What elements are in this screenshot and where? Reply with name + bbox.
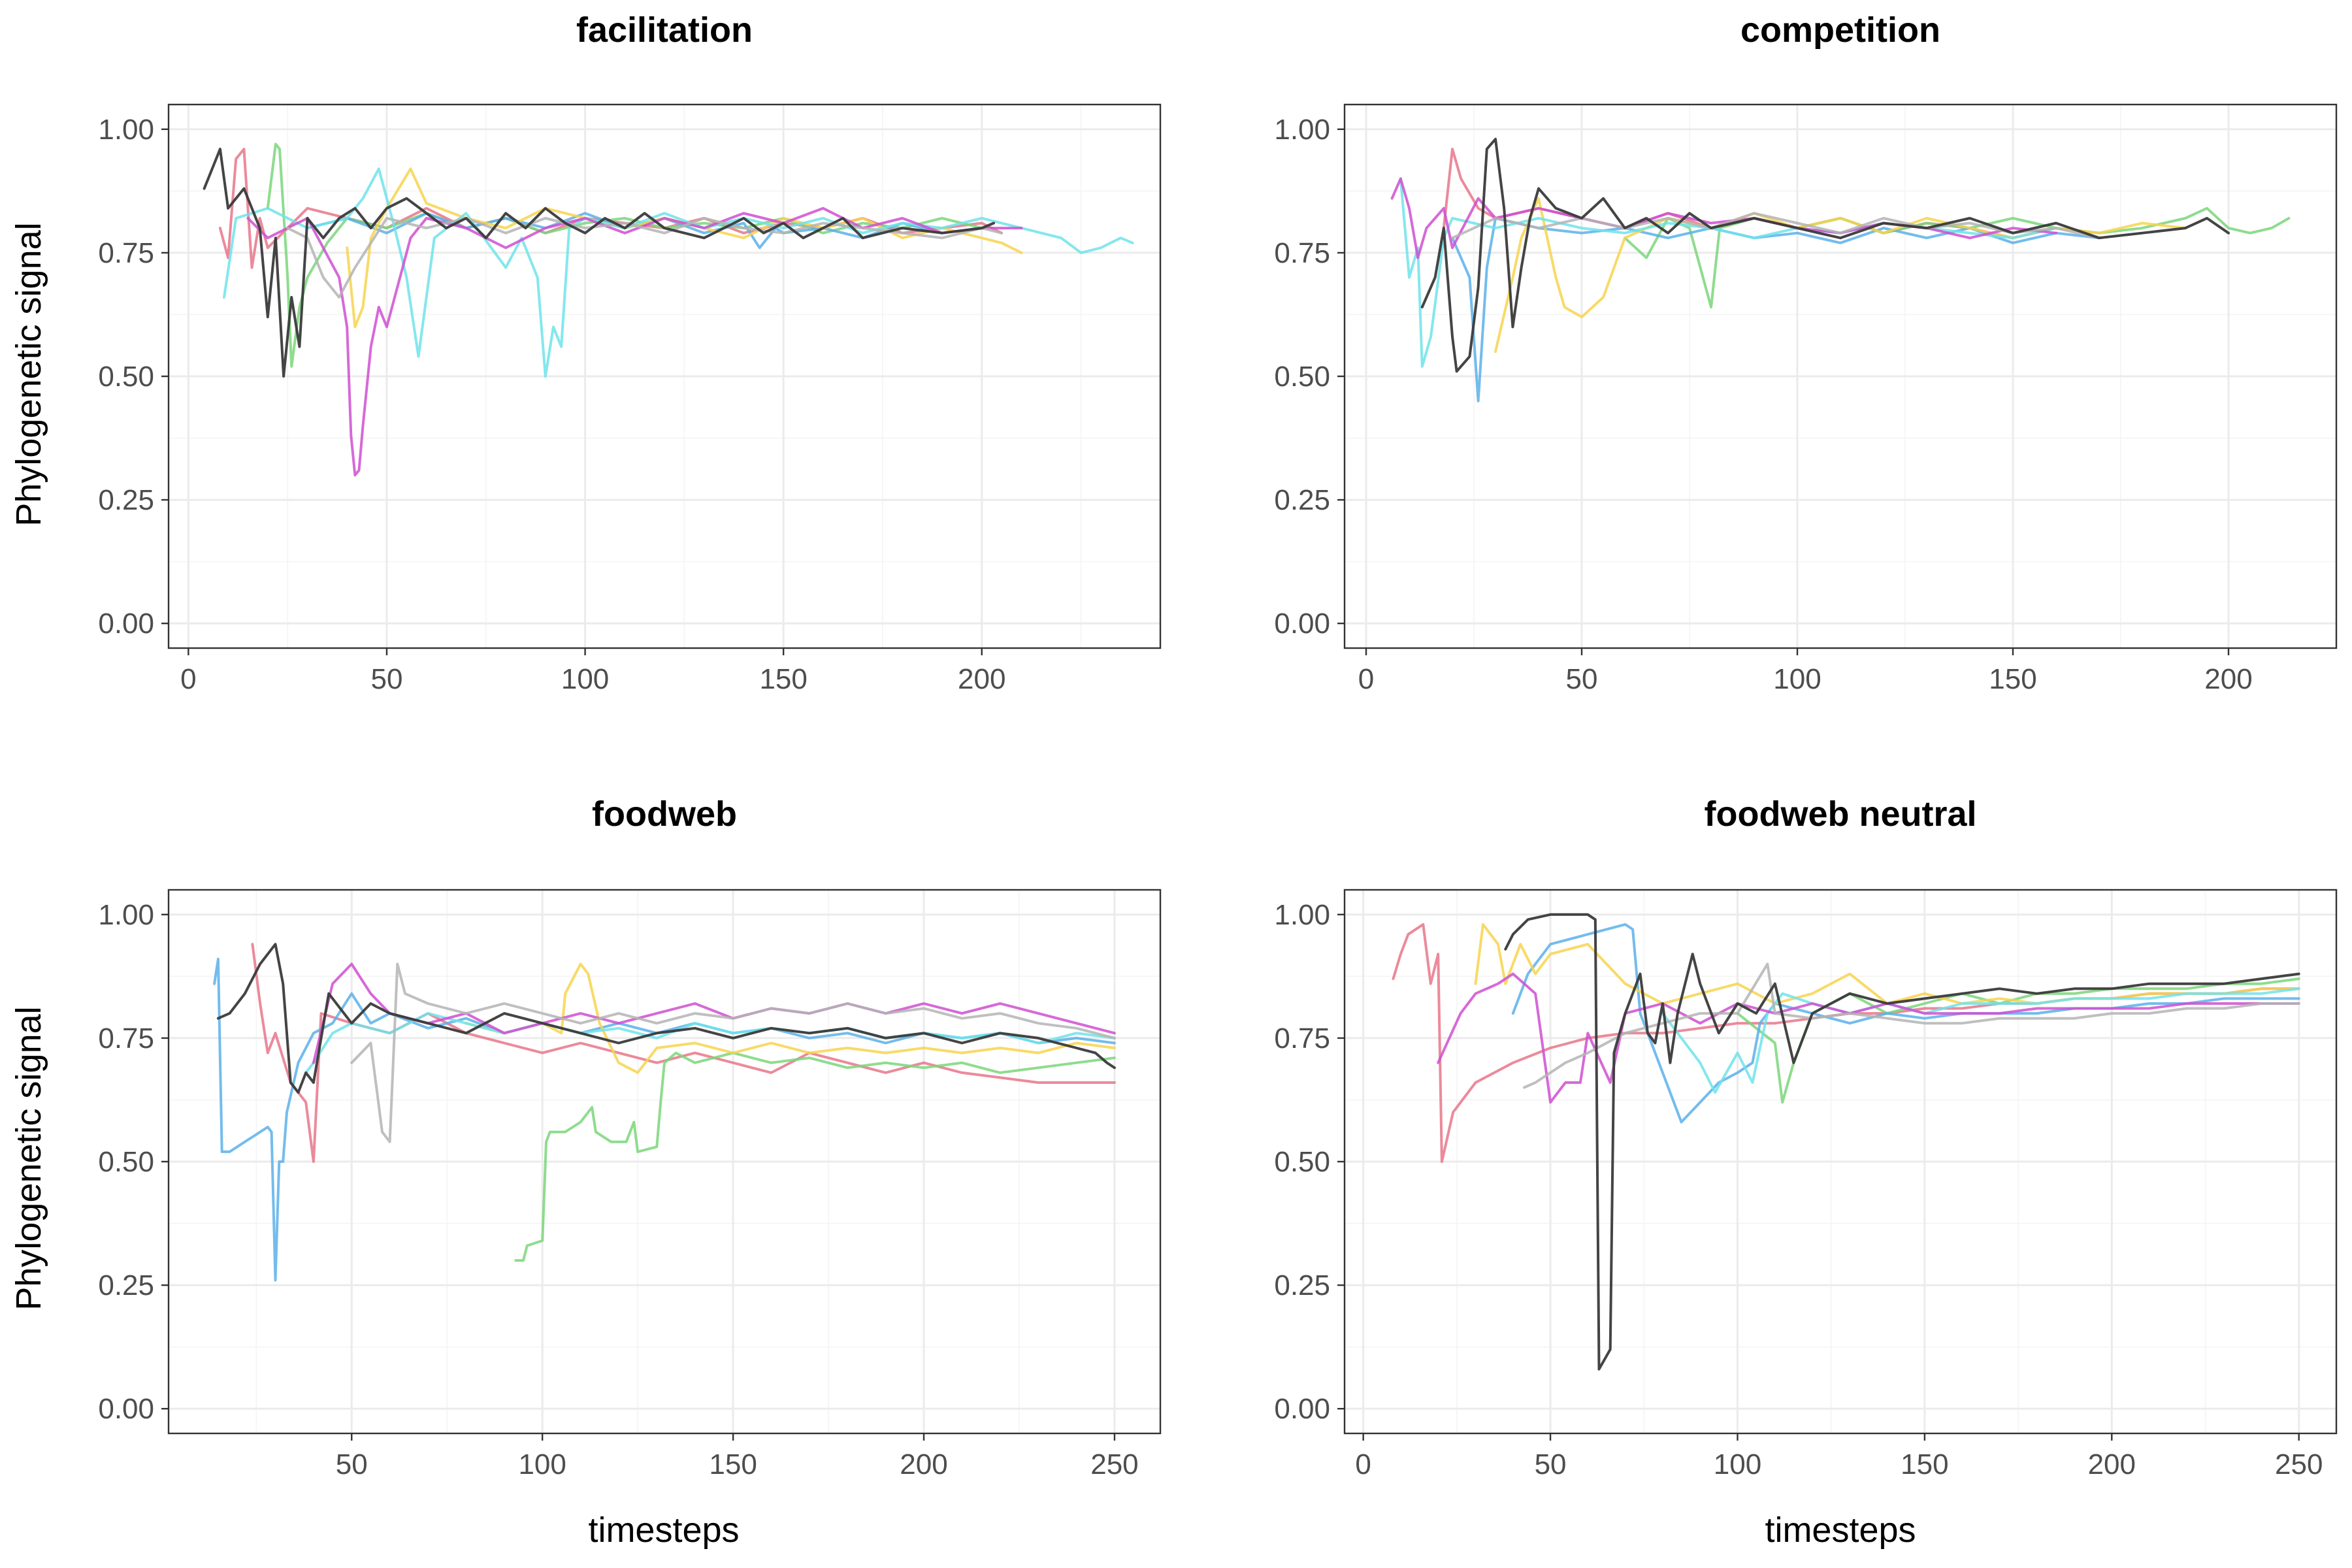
panels: 0.00 0.25 0.50 0.75 1.00 0 50 100 150 200 facilita… xyxy=(98,10,2338,1480)
x-tick-label: 50 xyxy=(1535,1448,1567,1480)
x-tick-label: 100 xyxy=(1773,663,1821,695)
y-tick-label: 0.75 xyxy=(98,1022,154,1054)
y-tick-label: 0.50 xyxy=(98,361,154,393)
series-line-2 xyxy=(1736,977,2300,1104)
y-tick-label: 0.00 xyxy=(1274,1393,1330,1425)
panel-title: foodweb xyxy=(592,794,737,834)
y-tick-label: 0.25 xyxy=(1274,1269,1330,1301)
series-line-8 xyxy=(1420,137,2230,373)
series-line-2 xyxy=(514,1051,1116,1262)
y-axis-title-top: Phylogenetic signal xyxy=(9,222,48,526)
y-tick-label: 0.25 xyxy=(1274,484,1330,516)
series-line-3 xyxy=(213,957,1116,1282)
panel-title: foodweb neutral xyxy=(1705,794,1977,834)
x-tick-label: 50 xyxy=(1566,663,1598,695)
y-tick-label: 0.00 xyxy=(98,608,154,640)
x-tick-label: 50 xyxy=(336,1448,368,1480)
panel-title: facilitation xyxy=(576,10,753,50)
x-tick-label: 200 xyxy=(958,663,1005,695)
y-tick-label: 0.25 xyxy=(98,484,154,516)
x-tick-label: 250 xyxy=(2275,1448,2323,1480)
y-tick-label: 1.00 xyxy=(98,114,154,146)
series-line-5 xyxy=(223,167,1134,378)
panel-3: 0.00 0.25 0.50 0.75 1.00 50 100 150 200 250 foodwe… xyxy=(98,794,1162,1480)
series-line-7 xyxy=(286,217,1004,299)
x-tick-label: 200 xyxy=(2088,1448,2136,1480)
series-line-7 xyxy=(1523,962,2300,1089)
x-tick-label: 50 xyxy=(370,663,402,695)
y-tick-label: 0.75 xyxy=(1274,237,1330,269)
x-axis-title-right: timesteps xyxy=(1765,1511,1916,1550)
series-line-4 xyxy=(1474,923,2300,1005)
series-line-8 xyxy=(216,943,1116,1094)
panel-1: 0.00 0.25 0.50 0.75 1.00 0 50 100 150 200 facilita… xyxy=(98,10,1162,695)
x-tick-label: 0 xyxy=(1358,663,1374,695)
x-axis-title-left: timesteps xyxy=(588,1511,739,1550)
y-tick-label: 0.00 xyxy=(1274,608,1330,640)
x-tick-label: 250 xyxy=(1090,1448,1138,1480)
x-tick-label: 200 xyxy=(2204,663,2252,695)
y-tick-label: 1.00 xyxy=(1274,114,1330,146)
series-line-6 xyxy=(312,962,1116,1064)
series-line-8 xyxy=(1504,913,2300,1371)
y-tick-label: 1.00 xyxy=(1274,899,1330,931)
x-tick-label: 200 xyxy=(900,1448,947,1480)
x-tick-label: 150 xyxy=(1989,663,2036,695)
y-tick-label: 0.50 xyxy=(98,1146,154,1178)
x-tick-label: 0 xyxy=(1355,1448,1371,1480)
x-tick-label: 0 xyxy=(180,663,196,695)
x-tick-label: 100 xyxy=(561,663,609,695)
series-line-7 xyxy=(1451,212,2144,240)
x-tick-label: 150 xyxy=(709,1448,757,1480)
x-tick-label: 150 xyxy=(759,663,807,695)
y-tick-label: 0.00 xyxy=(98,1393,154,1425)
y-tick-label: 1.00 xyxy=(98,899,154,931)
panel-title: competition xyxy=(1740,10,1940,50)
series-line-7 xyxy=(350,962,1116,1143)
x-tick-label: 100 xyxy=(518,1448,566,1480)
y-tick-label: 0.25 xyxy=(98,1269,154,1301)
series-line-4 xyxy=(465,962,1116,1074)
x-tick-label: 150 xyxy=(1901,1448,1948,1480)
y-axis-title-bottom: Phylogenetic signal xyxy=(9,1006,48,1310)
series-line-6 xyxy=(1437,972,2300,1104)
y-tick-label: 0.50 xyxy=(1274,361,1330,393)
y-tick-label: 0.75 xyxy=(1274,1022,1330,1054)
panel-4: 0.00 0.25 0.50 0.75 1.00 0 50 100 150 200 250 foodw… xyxy=(1274,794,2338,1480)
y-tick-label: 0.50 xyxy=(1274,1146,1330,1178)
series-line-8 xyxy=(203,148,995,378)
x-tick-label: 100 xyxy=(1714,1448,1761,1480)
panel-2: 0.00 0.25 0.50 0.75 1.00 0 50 100 150 200 competit… xyxy=(1274,10,2338,695)
y-tick-label: 0.75 xyxy=(98,237,154,269)
